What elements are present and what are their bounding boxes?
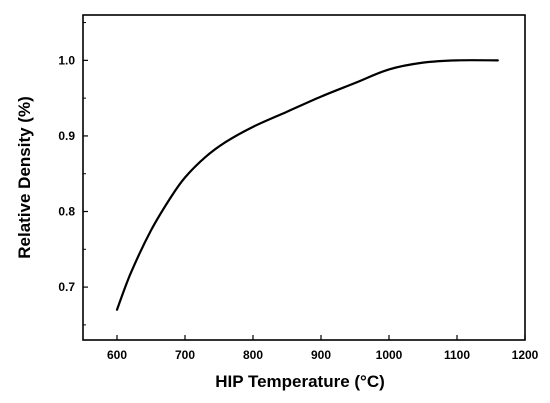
y-tick-label: 0.8 xyxy=(58,205,75,219)
ticks-layer xyxy=(83,22,526,340)
plot-frame xyxy=(82,14,526,341)
density-line xyxy=(115,59,499,311)
x-tick-label: 600 xyxy=(107,348,127,362)
x-tick-label: 1100 xyxy=(444,348,470,362)
x-tick-label: 900 xyxy=(311,348,331,362)
x-tick-label: 1200 xyxy=(512,348,539,362)
tick-labels-layer: 600 700 800 900 1000 1100 1200 0.7 0.8 0.9 1.0 xyxy=(58,53,538,362)
y-tick-label: 0.7 xyxy=(58,280,75,294)
y-tick-label: 1.0 xyxy=(58,53,75,67)
y-axis-title: Relative Density (%) xyxy=(15,96,34,259)
series-layer xyxy=(115,59,499,311)
y-tick-label: 0.9 xyxy=(58,129,75,143)
x-axis-title: HIP Temperature (°C) xyxy=(215,372,385,391)
x-tick-label: 800 xyxy=(243,348,263,362)
x-tick-label: 1000 xyxy=(376,348,403,362)
x-tick-label: 700 xyxy=(175,348,195,362)
